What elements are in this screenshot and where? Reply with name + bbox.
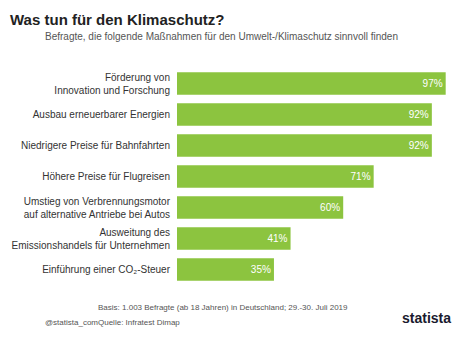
svg-text:statista: statista — [402, 310, 451, 326]
svg-text:Quelle: Infratest Dimap: Quelle: Infratest Dimap — [98, 318, 180, 327]
svg-text:92%: 92% — [409, 109, 429, 120]
svg-text:97%: 97% — [423, 78, 443, 89]
svg-text:60%: 60% — [320, 202, 340, 213]
svg-text:Umstieg von Verbrennungsmotora: Umstieg von Verbrennungsmotorauf alterna… — [24, 196, 171, 220]
svg-text:Basis: 1.003 Befragte (ab 18 J: Basis: 1.003 Befragte (ab 18 Jahren) in … — [98, 303, 348, 312]
svg-text:Ausbau erneuerbarer Energien: Ausbau erneuerbarer Energien — [33, 109, 170, 120]
svg-text:71%: 71% — [351, 171, 371, 182]
svg-text:Niedrigere Preise für Bahnfahr: Niedrigere Preise für Bahnfahrten — [21, 140, 170, 151]
svg-text:Einführung einer CO₂-Steuer: Einführung einer CO₂-Steuer — [42, 264, 171, 275]
svg-text:Höhere Preise für Flugreisen: Höhere Preise für Flugreisen — [42, 171, 170, 182]
svg-text:@statista_com: @statista_com — [45, 318, 98, 327]
svg-text:41%: 41% — [267, 233, 287, 244]
svg-text:92%: 92% — [409, 140, 429, 151]
svg-text:Befragte, die folgende Maßnahm: Befragte, die folgende Maßnahmen für den… — [45, 31, 398, 42]
svg-text:Förderung vonInnovation und Fo: Förderung vonInnovation und Forschung — [54, 72, 170, 96]
svg-text:35%: 35% — [251, 264, 271, 275]
svg-text:Was tun für den Klimaschutz?: Was tun für den Klimaschutz? — [10, 11, 224, 28]
svg-text:Ausweitung desEmissionshandels: Ausweitung desEmissionshandels für Unter… — [12, 227, 170, 251]
